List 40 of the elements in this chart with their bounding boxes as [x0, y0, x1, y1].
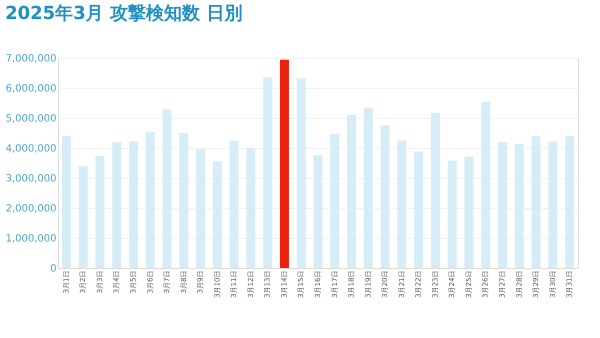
bar [196, 149, 206, 268]
bar [246, 148, 256, 268]
bar [146, 132, 155, 268]
bar [364, 108, 373, 268]
bar [162, 109, 172, 268]
bar [230, 140, 239, 268]
bar [448, 160, 457, 268]
y-tick-label: 5,000,000 [6, 114, 56, 124]
bar [78, 166, 88, 268]
bar [62, 136, 71, 268]
bar [514, 144, 524, 268]
y-tick-label: 7,000,000 [6, 54, 56, 64]
y-tick-label: 3,000,000 [6, 174, 56, 184]
bar [95, 156, 104, 268]
bar [498, 142, 508, 268]
y-tick-label: 1,000,000 [6, 234, 56, 244]
y-tick-label: 6,000,000 [6, 84, 56, 94]
bar [112, 142, 122, 268]
bar [296, 78, 306, 268]
bar [280, 60, 289, 268]
bar [263, 78, 272, 268]
bar [481, 102, 490, 268]
bar [179, 132, 188, 268]
bar [347, 115, 356, 268]
bar [548, 141, 558, 268]
bar [397, 140, 406, 268]
bar [314, 155, 322, 268]
bar [464, 156, 474, 268]
bar [212, 161, 222, 268]
bar [565, 136, 574, 268]
bar [532, 136, 541, 268]
bar [128, 141, 138, 268]
y-tick-label: 0 [50, 264, 56, 274]
bar [414, 152, 424, 268]
bar [330, 134, 340, 268]
bar [380, 125, 390, 268]
y-tick-label: 2,000,000 [6, 204, 56, 214]
y-tick-label: 4,000,000 [6, 144, 56, 154]
bar [430, 112, 440, 268]
chart-title: 2025年3月 攻撃検知数 日別 [5, 3, 242, 24]
